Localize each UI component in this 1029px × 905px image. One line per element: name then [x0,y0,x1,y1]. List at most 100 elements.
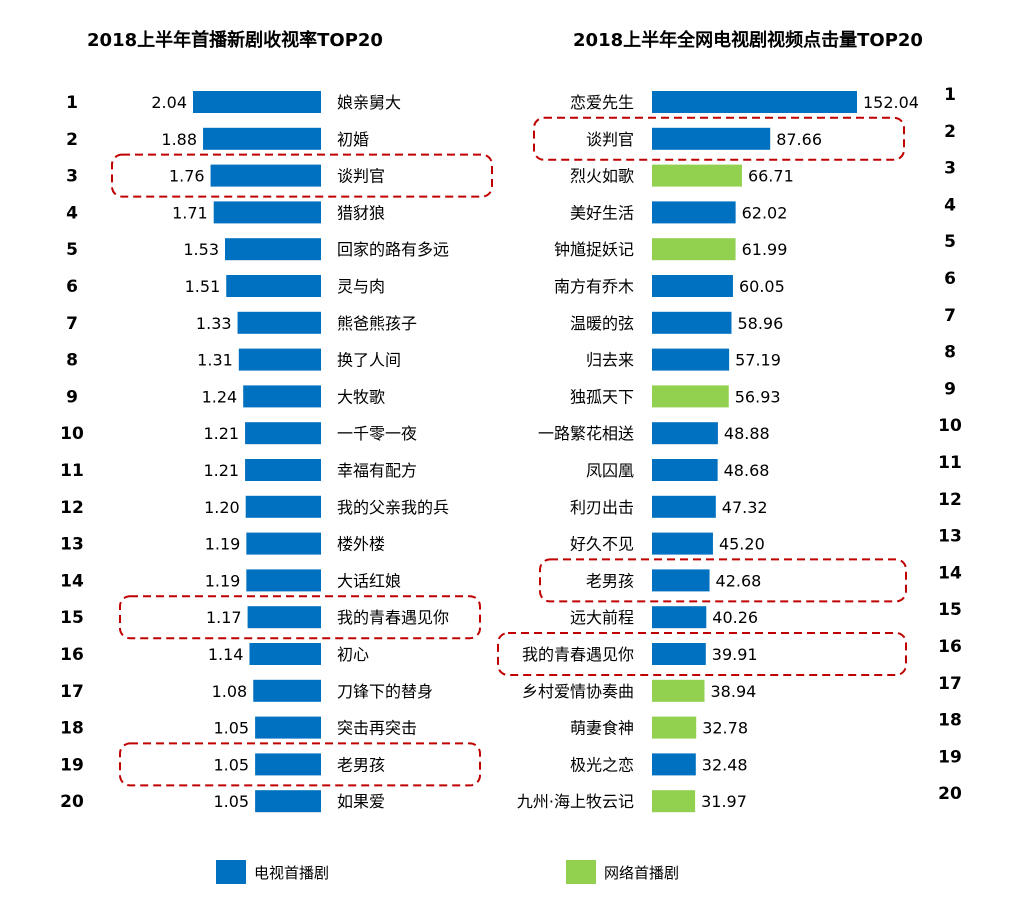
left-rank-label: 7 [66,314,78,334]
left-bar [238,348,321,371]
left-rank-label: 20 [60,792,84,812]
right-rank-label: 17 [938,674,962,694]
left-value-label: 1.05 [213,719,249,738]
left-highlight-box [119,595,481,640]
right-rank-label: 3 [944,159,956,179]
left-category-label: 换了人间 [337,351,401,370]
left-rank-label: 1 [66,93,78,113]
right-value-label: 31.97 [701,792,747,811]
left-value-label: 1.17 [206,608,242,627]
right-bar [652,495,716,518]
left-bar [193,91,321,113]
right-rank-label: 8 [944,343,956,363]
left-bar [225,238,321,261]
left-value-label: 1.14 [208,645,244,664]
right-category-label: 钟馗捉妖记 [554,240,634,259]
right-rank-label: 13 [938,527,962,547]
left-bar [255,790,321,813]
right-category-label: 极光之恋 [570,755,634,774]
left-category-label: 娘亲舅大 [337,93,401,112]
left-bar [226,275,321,297]
right-rank-label: 20 [938,784,962,804]
legend-swatch-tv [216,860,246,884]
left-category-label: 老男孩 [337,755,385,774]
left-rank-label: 13 [60,535,84,555]
left-value-label: 1.20 [204,498,240,517]
right-category-label: 凤囚凰 [586,461,634,480]
left-bar [243,385,321,408]
left-value-label: 1.05 [213,755,249,774]
left-value-label: 1.53 [183,240,219,259]
left-bar [255,753,321,776]
right-value-label: 56.93 [735,387,781,406]
right-bar [652,422,718,445]
left-category-label: 回家的路有多远 [337,240,449,259]
right-value-label: 60.05 [739,277,785,296]
right-bar [652,643,706,665]
left-rank-label: 11 [60,461,84,481]
right-rank-label: 4 [944,195,956,215]
left-rank-label: 18 [60,719,84,739]
right-category-label: 老男孩 [586,571,634,590]
right-category-label: 归去来 [586,351,634,370]
left-rank-label: 5 [66,240,78,260]
left-category-label: 初婚 [337,130,369,149]
right-category-label: 谈判官 [586,130,634,149]
left-bar [203,127,321,150]
right-category-label: 九州·海上牧云记 [517,792,634,811]
right-value-label: 58.96 [737,314,783,333]
left-value-label: 1.19 [205,571,241,590]
left-rank-label: 2 [66,130,78,150]
left-bar [246,532,321,555]
right-value-label: 61.99 [742,240,788,259]
right-rank-label: 15 [938,600,962,620]
right-bar [652,238,736,261]
legend-swatch-web [566,860,596,884]
left-value-label: 1.51 [185,277,221,296]
left-bar [255,716,321,739]
right-value-label: 57.19 [735,351,781,370]
right-rank-label: 11 [938,453,962,473]
right-rank-label: 12 [938,490,962,510]
left-category-label: 楼外楼 [337,535,385,554]
right-category-label: 乡村爱情协奏曲 [522,682,634,701]
right-bar [652,127,771,150]
right-bar [652,790,696,813]
left-value-label: 1.05 [213,792,249,811]
right-category-label: 温暖的弦 [570,314,634,333]
left-value-label: 1.19 [205,535,241,554]
right-category-label: 利刃出击 [570,498,634,517]
left-category-label: 一千零一夜 [337,424,417,443]
left-chart: 1 2.04 娘亲舅大 2 1.88 初婚 3 1.76 谈判官 4 1.71 猎豺狼 5 1.53 回家的… [60,91,493,813]
right-category-label: 南方有乔木 [554,277,634,296]
left-category-label: 刀锋下的替身 [337,682,433,701]
right-bar [652,201,736,224]
right-rank-label: 16 [938,637,962,657]
left-value-label: 2.04 [151,93,187,112]
right-rank-label: 19 [938,747,962,767]
right-bar [652,753,696,776]
right-highlight-box [533,116,905,161]
right-bar [652,91,857,113]
left-value-label: 1.21 [203,461,239,480]
legend-label-tv: 电视首播剧 [254,864,329,882]
right-bar [652,716,697,739]
right-chart: 恋爱先生 152.04 1 谈判官 87.66 2 烈火如歌 66.71 3 美好生活 62.02 4… [497,85,962,813]
right-bar [652,569,710,592]
left-rank-label: 12 [60,498,84,518]
right-highlight-box [539,558,907,603]
right-value-label: 45.20 [719,535,765,554]
left-highlight-box [111,153,493,198]
left-category-label: 我的父亲我的兵 [337,498,449,517]
right-category-label: 美好生活 [570,203,634,222]
left-bar [245,495,321,518]
right-value-label: 32.78 [702,719,748,738]
right-bar [652,385,729,408]
right-value-label: 47.32 [722,498,768,517]
right-value-label: 48.68 [724,461,770,480]
left-category-label: 初心 [337,645,369,664]
left-chart-title: 2018上半年首播新剧收视率TOP20 [87,29,383,51]
left-bar [246,569,321,592]
left-bar [247,606,321,629]
left-rank-label: 14 [60,571,84,591]
